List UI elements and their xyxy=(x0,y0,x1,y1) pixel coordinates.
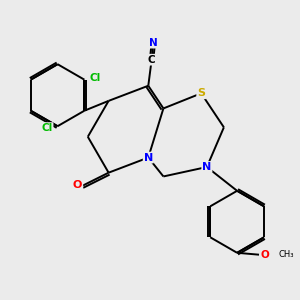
Text: O: O xyxy=(260,250,269,260)
Text: CH₃: CH₃ xyxy=(279,250,294,259)
Text: N: N xyxy=(202,162,212,172)
Text: S: S xyxy=(197,88,205,98)
Text: N: N xyxy=(144,153,153,163)
Text: Cl: Cl xyxy=(41,123,52,133)
Text: Cl: Cl xyxy=(89,73,100,83)
Text: O: O xyxy=(73,180,82,190)
Text: N: N xyxy=(149,38,158,48)
Text: C: C xyxy=(148,55,155,65)
